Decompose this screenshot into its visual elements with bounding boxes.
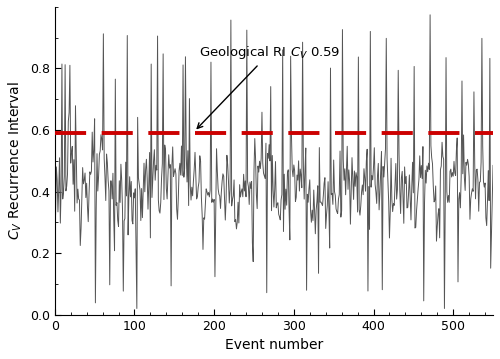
Text: Geological RI $C_V$ 0.59: Geological RI $C_V$ 0.59 [197,44,340,129]
X-axis label: Event number: Event number [225,338,323,352]
Y-axis label: $C_V$ Recurrence Interval: $C_V$ Recurrence Interval [7,81,24,240]
